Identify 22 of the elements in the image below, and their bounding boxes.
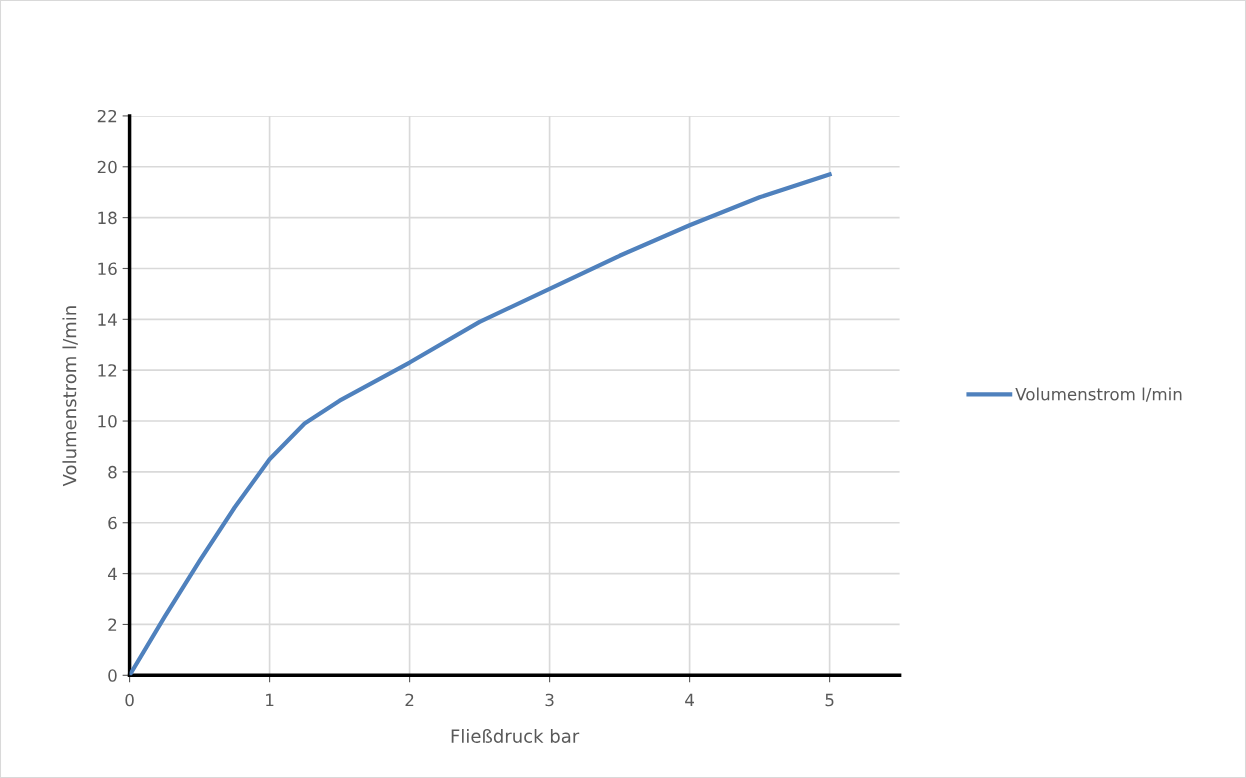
legend-label: Volumenstrom l/min [1015, 387, 1182, 402]
y-tick-label: 16 [98, 262, 117, 276]
y-tick-label: 20 [97, 160, 117, 174]
y-tick-label: 22 [97, 109, 117, 123]
y-tick-label: 14 [98, 313, 117, 326]
y-tick-label: 8 [108, 465, 117, 479]
y-tick-label: 12 [98, 364, 117, 377]
y-tick-label: 10 [98, 415, 117, 428]
x-tick-label: 2 [405, 693, 414, 707]
y-tick-label: 0 [108, 669, 117, 682]
x-axis-title: Fließdruck bar [451, 728, 580, 743]
y-tick-label: 4 [107, 567, 117, 580]
x-tick-label: 4 [685, 693, 694, 707]
y-tick-label: 2 [108, 618, 117, 631]
x-tick-label: 1 [266, 693, 274, 707]
x-tick-label: 3 [545, 693, 554, 707]
y-axis-title: Volumenstrom l/min [62, 306, 78, 487]
y-tick-label: 18 [98, 211, 117, 225]
x-tick-label: 0 [125, 693, 134, 707]
x-tick-label: 5 [825, 693, 834, 707]
y-tick-label: 6 [108, 516, 117, 530]
line-series [129, 172, 832, 676]
